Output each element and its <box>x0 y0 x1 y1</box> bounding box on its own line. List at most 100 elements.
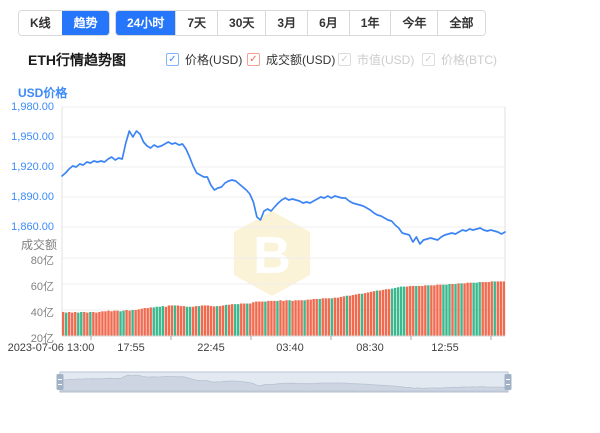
volume-bar <box>86 312 89 336</box>
volume-bar <box>113 310 116 336</box>
navigator-left-handle[interactable] <box>56 374 64 390</box>
volume-bar <box>330 298 333 336</box>
volume-bar <box>424 285 427 336</box>
volume-bar <box>146 308 149 336</box>
price-btc-checkbox: ✓ <box>422 52 435 66</box>
volume-bar <box>445 284 448 336</box>
volume-bar <box>472 282 475 336</box>
volume-bar <box>107 310 110 336</box>
volume-bar <box>478 282 481 336</box>
range-all[interactable]: 全部 <box>437 11 485 35</box>
price-axis-title: USD价格 <box>18 86 68 100</box>
volume-bar <box>499 281 502 336</box>
volume-bar <box>224 304 228 336</box>
x-axis-tick-label: 03:40 <box>276 342 304 354</box>
volume-bar <box>360 293 364 336</box>
volume-bar <box>403 286 406 336</box>
volume-bar <box>409 285 412 336</box>
price-tick-label: 1,860.00 <box>11 221 54 233</box>
range-3m[interactable]: 3月 <box>265 11 308 35</box>
volume-bar <box>318 298 321 336</box>
volume-bar <box>92 311 95 336</box>
volume-bar <box>303 300 306 336</box>
price-tick-label: 1,950.00 <box>11 131 54 143</box>
volume-bar <box>252 302 255 336</box>
tab-trend[interactable]: 趋势 <box>61 11 109 35</box>
volume-bar <box>276 300 279 336</box>
volume-bar <box>348 295 352 336</box>
range-24h[interactable]: 24小时 <box>116 11 176 35</box>
volume-bar <box>393 287 397 336</box>
chart-type-toggle: K线 趋势 <box>18 10 110 36</box>
volume-bar <box>339 297 343 336</box>
volume-bar <box>164 306 168 336</box>
price-tick-label: 1,920.00 <box>11 161 54 173</box>
volume-bar <box>493 281 496 336</box>
volume-bar <box>381 289 385 336</box>
volume-bar <box>83 311 86 336</box>
price-usd-checkbox[interactable]: ✓ <box>166 52 179 66</box>
volume-bar <box>101 311 104 336</box>
volume-bar <box>460 283 463 336</box>
volume-tick-label: 60亿 <box>30 281 54 293</box>
volume-bar <box>354 294 358 336</box>
volume-bar <box>234 304 237 336</box>
range-30d[interactable]: 30天 <box>217 11 266 35</box>
volume-bar <box>261 301 264 336</box>
volume-bar <box>282 300 285 336</box>
volume-bar <box>270 300 273 336</box>
volume-tick-label: 20亿 <box>30 333 54 345</box>
legend-marketcap-usd: ✓ 市值(USD) <box>338 51 414 67</box>
price-tick-label: 1,980.00 <box>11 101 54 113</box>
volume-bar <box>430 285 433 336</box>
navigator-right-handle[interactable] <box>504 374 512 390</box>
volume-bar <box>110 311 113 336</box>
volume-bar <box>267 300 270 336</box>
volume-bar <box>351 295 355 336</box>
volume-bar <box>279 300 282 336</box>
volume-bar <box>89 311 92 336</box>
volume-bar <box>158 306 161 336</box>
volume-bar <box>191 306 195 336</box>
volume-bar <box>243 303 246 336</box>
navigator-mini-chart <box>59 374 509 392</box>
volume-bar <box>237 304 240 336</box>
volume-bar <box>182 306 186 336</box>
volume-bar <box>294 300 297 336</box>
legend-volume-usd[interactable]: ✓ 成交额(USD) <box>247 51 335 67</box>
volume-bar <box>215 306 219 336</box>
volume-bar <box>209 306 213 336</box>
volume-bar <box>161 306 164 336</box>
volume-usd-checkbox[interactable]: ✓ <box>247 52 260 66</box>
volume-bar <box>176 305 180 336</box>
volume-bar <box>116 310 119 336</box>
volume-bar <box>300 300 303 336</box>
legend-price-usd[interactable]: ✓ 价格(USD) <box>166 51 242 67</box>
volume-bar <box>134 310 137 336</box>
volume-bar <box>427 285 430 336</box>
checkbox-check-icon: ✓ <box>424 53 433 65</box>
volume-bar <box>227 304 231 336</box>
volume-bar <box>140 308 143 336</box>
volume-bar <box>131 310 134 336</box>
page-title: ETH行情趋势图 <box>28 52 126 68</box>
range-7d[interactable]: 7天 <box>175 11 218 35</box>
range-6m[interactable]: 6月 <box>307 11 349 35</box>
volume-bar <box>406 286 409 336</box>
volume-bar <box>496 281 499 336</box>
volume-bar <box>345 295 349 336</box>
volume-bar <box>170 305 174 336</box>
volume-bar <box>128 310 131 336</box>
volume-bar <box>433 285 436 336</box>
x-axis-tick-label: 17:55 <box>117 342 145 354</box>
tab-kline[interactable]: K线 <box>19 11 62 35</box>
checkbox-check-icon: ✓ <box>168 53 177 65</box>
range-1y[interactable]: 1年 <box>348 11 391 35</box>
volume-bar <box>143 308 146 336</box>
range-ytd[interactable]: 今年 <box>390 11 438 35</box>
volume-bar <box>203 305 207 336</box>
volume-bar <box>62 311 65 336</box>
volume-bar <box>327 298 330 336</box>
